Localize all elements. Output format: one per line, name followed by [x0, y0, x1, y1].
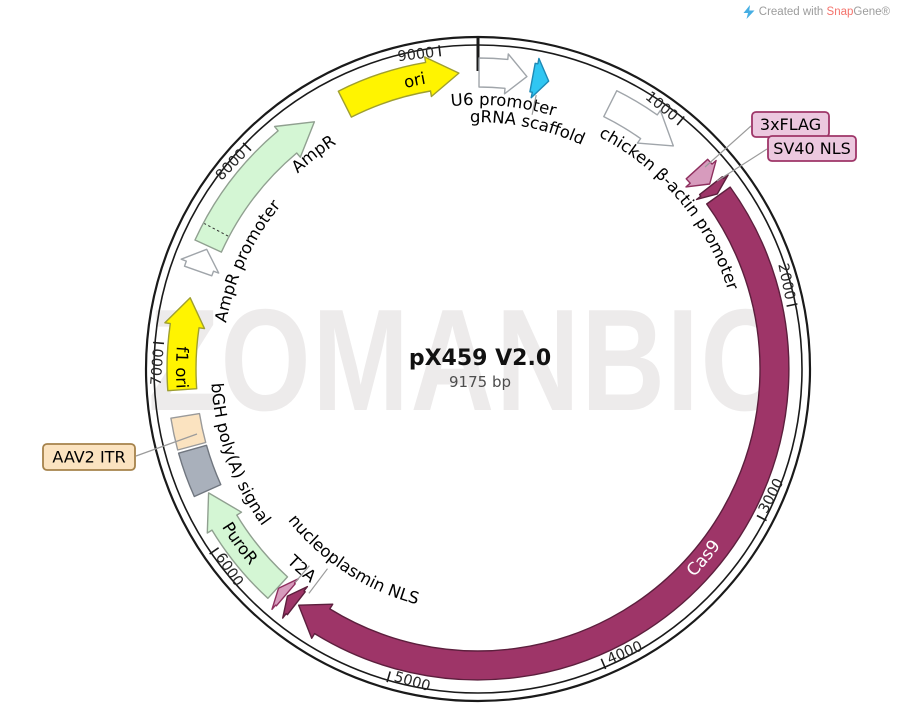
watermark-text: ZOMANBIO	[148, 279, 793, 441]
sv40-nls-callout	[716, 148, 768, 182]
plasmid-size: 9175 bp	[449, 373, 511, 391]
feature-3xflag	[685, 158, 717, 188]
feature-label-ori: ori	[402, 69, 427, 92]
label-box-aav2-itr	[42, 443, 136, 471]
feature-label-grna-scaffold: gRNA scaffold	[470, 107, 588, 149]
tick-line-3000	[756, 514, 767, 522]
aav2-itr-callout	[135, 433, 198, 457]
tick-line-6000	[209, 547, 220, 555]
tick-line-2000	[786, 303, 798, 307]
feature-nucleoplasmin-nls	[282, 585, 309, 619]
nucleoplasmin-nls-callout	[308, 568, 328, 594]
feature-ori	[337, 56, 460, 118]
feature-aav2-itr	[170, 412, 207, 451]
credit-text: Created with SnapGene®	[758, 6, 890, 18]
feature-puror	[206, 492, 289, 599]
feature-label-t2a: T2A	[283, 551, 320, 587]
label-box-text-3xflag: 3xFLAG	[760, 115, 821, 134]
tick-line-8000	[242, 142, 252, 152]
feature-separator-ampr	[204, 223, 229, 237]
tick-line-9000	[438, 45, 442, 57]
tick-line-1000	[676, 115, 685, 126]
feature-chicken-actin-promoter	[603, 90, 674, 147]
label-box-text-aav2-itr: AAV2 ITR	[52, 448, 125, 467]
credit-line: Created with SnapGene®	[743, 5, 890, 19]
feature-label-f1-ori: f1 ori	[172, 346, 192, 389]
feature-t2a	[271, 578, 299, 610]
feature-grna-scaffold	[529, 57, 550, 99]
tick-line-7000	[153, 341, 165, 345]
feature-ampr	[194, 121, 316, 253]
feature-u6-promoter	[478, 53, 528, 95]
tick-line-4000	[600, 658, 607, 670]
tick-label-7000: 7000	[149, 348, 168, 386]
feature-f1-ori	[164, 297, 206, 392]
grna-scaffold-callout	[531, 94, 537, 115]
plasmid-center-label: pX459 V2.0 9175 bp	[330, 346, 630, 391]
tick-label-2000: 2000	[774, 262, 797, 301]
tick-line-5000	[386, 671, 391, 683]
label-box-text-sv40-nls: SV40 NLS	[773, 139, 851, 158]
snapgene-logo-icon	[743, 5, 755, 19]
t2a-callout	[294, 565, 310, 583]
feature-cas9	[298, 186, 790, 681]
feature-ampr-promoter	[180, 248, 220, 277]
feature-bgh-poly-a-signal	[177, 444, 222, 498]
plasmid-title: pX459 V2.0	[408, 346, 552, 371]
3xflag-callout	[704, 125, 752, 168]
label-box-sv40-nls	[767, 135, 857, 162]
